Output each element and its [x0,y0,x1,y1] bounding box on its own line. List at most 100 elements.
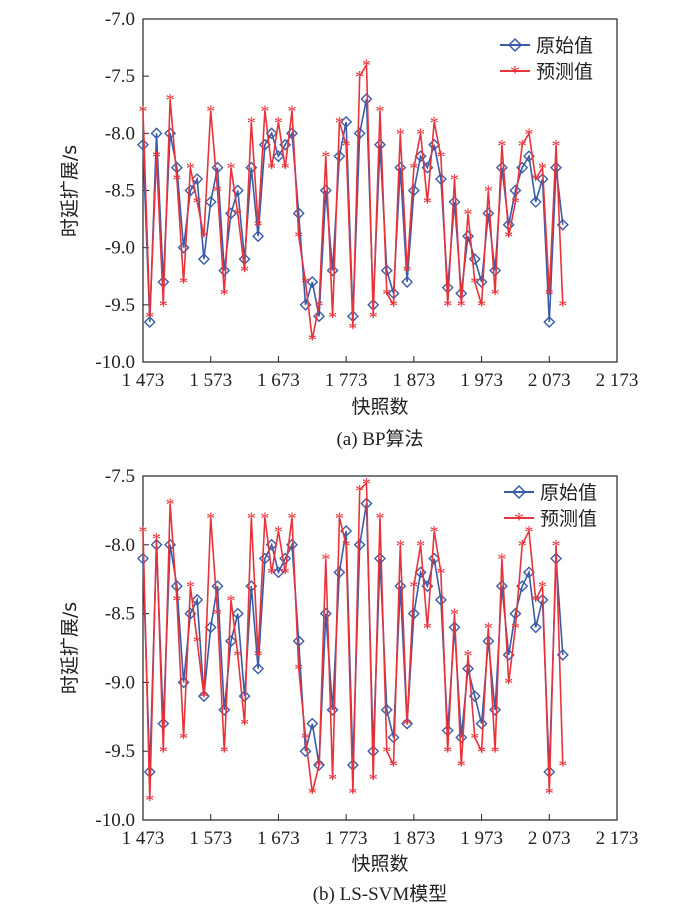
data-point-predicted: * [450,170,459,190]
data-point-predicted: * [267,159,276,179]
data-point-predicted: * [166,495,175,515]
data-point-predicted: * [294,227,303,247]
data-point-predicted: * [396,536,405,556]
series-layer: ****************************************… [137,474,569,810]
data-point-original [448,621,461,634]
data-point-predicted: * [491,284,500,304]
data-point-predicted: * [511,618,520,638]
data-point-original [292,207,305,220]
y-axis-label: 时延扩展/s [59,145,81,237]
data-point-original [414,150,427,163]
x-tick-label: 2 173 [596,370,639,391]
data-point-original [495,161,508,174]
data-point-predicted: * [254,216,263,236]
data-point-predicted: * [294,660,303,680]
data-point-original [313,310,326,323]
data-point-original [489,264,502,277]
data-point-predicted: * [308,783,317,803]
x-tick-label: 1 873 [392,370,435,391]
x-ticks: 1 473 1 573 1 673 1 773 1 873 1 973 2 073 2 173 [122,814,638,849]
data-point-predicted: * [497,550,506,570]
data-point-predicted: * [159,296,168,316]
x-tick-label: 1 573 [189,828,232,849]
data-point-original [529,195,542,208]
data-point-predicted: * [199,687,208,707]
data-point-predicted: * [152,147,161,167]
data-point-predicted: * [247,113,256,133]
data-point-original [225,207,238,220]
legend-label-original: 原始值 [536,35,593,57]
data-point-predicted: * [477,296,486,316]
data-point-predicted: * [552,536,561,556]
data-point-original [353,538,366,551]
data-point-original [204,195,217,208]
data-point-predicted: * [308,330,317,350]
data-point-predicted: * [172,170,181,190]
data-point-predicted: * [179,273,188,293]
data-point-predicted: * [193,193,202,213]
data-point-original [394,161,407,174]
data-point-predicted: * [186,577,195,597]
data-point-original [428,552,441,565]
data-point-predicted: * [159,742,168,762]
data-point-original [448,195,461,208]
data-point-original [211,580,224,593]
y-tick-label: -7.5 [105,66,135,87]
x-tick-label: 1 473 [122,828,165,849]
data-point-original [394,580,407,593]
data-point-original [306,275,319,288]
data-point-original [462,662,475,675]
caption-b: (b) LS-SVM模型 [313,883,448,905]
legend-diamond-marker [511,484,527,500]
data-point-predicted: * [464,646,473,666]
data-point-predicted: * [443,296,452,316]
data-point-original [360,93,373,106]
data-point-predicted: * [403,262,412,282]
data-point-original [333,566,346,579]
legend-label-predicted: 预测值 [536,61,593,83]
legend: 原始值 * 预测值 [504,482,597,531]
data-point-original [252,230,265,243]
data-point-original [489,703,502,716]
y-ticks: -7.5 -8.0 -8.5 -9.0 -9.5 -10.0 [95,466,149,831]
data-point-original [137,138,149,151]
data-point-predicted: * [254,646,263,666]
data-point-predicted: * [389,756,398,776]
data-point-original [353,127,366,140]
legend-star-marker: * [510,62,520,84]
data-point-predicted: * [166,90,175,110]
data-point-predicted: * [240,262,249,282]
data-point-predicted: * [504,673,513,693]
x-tick-label: 2 073 [528,370,571,391]
data-point-original [516,161,529,174]
data-point-original [218,264,231,277]
data-point-original [272,150,285,163]
data-point-predicted: * [220,742,229,762]
data-point-original [258,552,271,565]
data-point-predicted: * [477,742,486,762]
data-point-predicted: * [416,124,425,144]
y-tick-label: -9.5 [105,295,135,316]
data-point-predicted: * [233,646,242,666]
data-point-predicted: * [206,508,215,528]
data-point-predicted: * [213,605,222,625]
legend-label-predicted: 预测值 [540,508,597,530]
data-point-predicted: * [443,742,452,762]
data-point-original [231,607,244,620]
data-point-predicted: * [484,618,493,638]
data-point-original [150,127,163,140]
data-point-predicted: * [281,159,290,179]
series-layer: ****************************************… [137,56,569,350]
data-point-predicted: * [470,728,479,748]
data-point-original [313,758,326,771]
data-point-predicted: * [220,284,229,304]
data-point-predicted: * [179,728,188,748]
data-point-predicted: * [247,508,256,528]
data-point-predicted: * [287,101,296,121]
data-point-predicted: * [355,481,364,501]
data-point-original [340,115,353,128]
data-point-original [333,150,346,163]
data-point-predicted: * [321,147,330,167]
data-point-predicted: * [518,136,527,156]
data-point-original [529,621,542,634]
